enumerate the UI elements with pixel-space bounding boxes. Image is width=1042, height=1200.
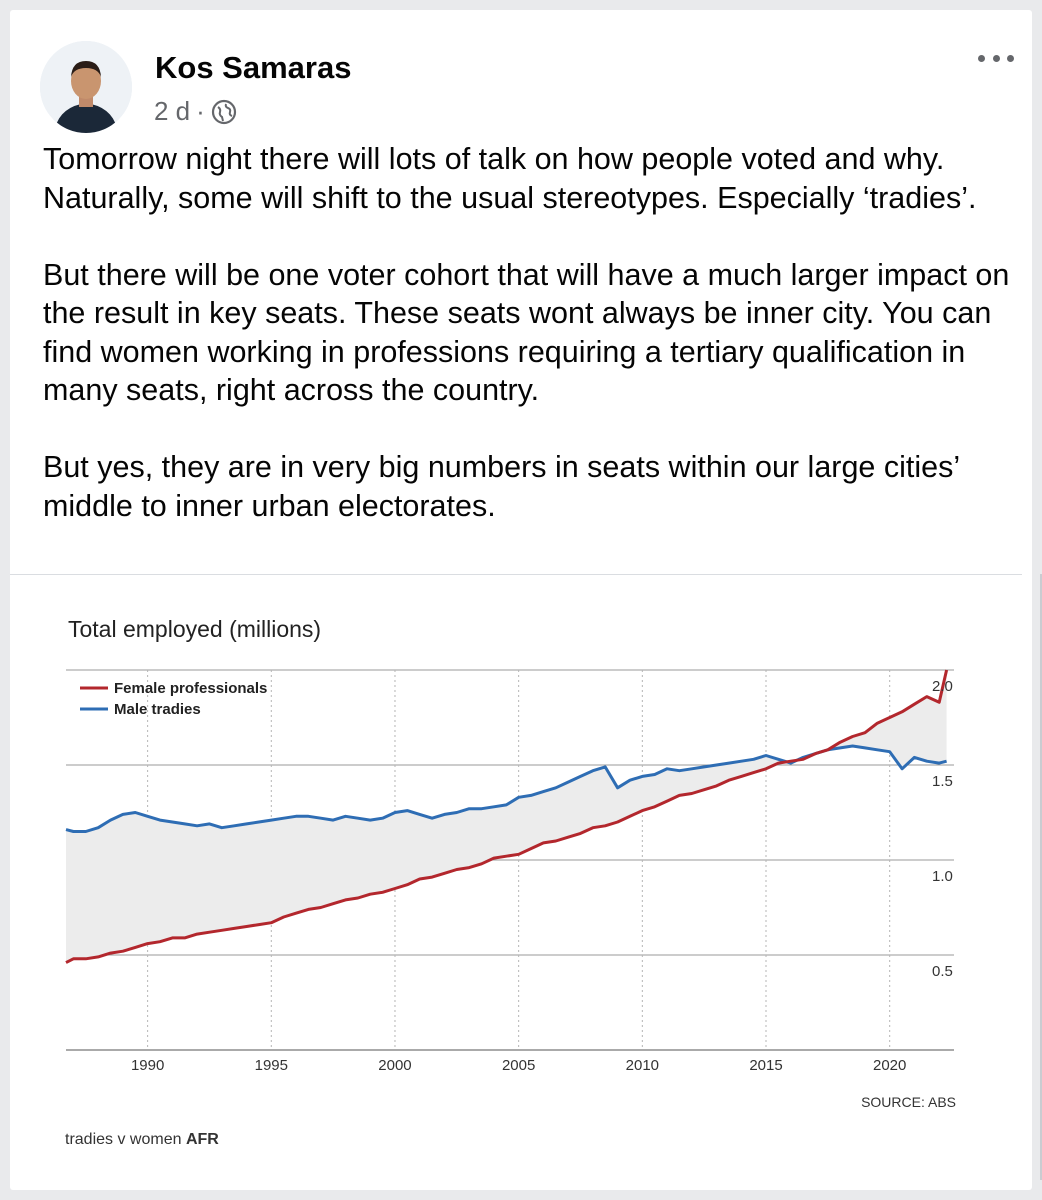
post-paragraph: But yes, they are in very big numbers in… — [43, 450, 959, 523]
post-meta: 2 d · — [154, 96, 237, 127]
x-tick-label: 2000 — [378, 1057, 411, 1074]
chart-caption-brand: AFR — [186, 1131, 219, 1148]
y-tick-label: 1.0 — [932, 868, 953, 885]
author-name[interactable]: Kos Samaras — [155, 50, 352, 85]
y-tick-label: 0.5 — [932, 963, 953, 980]
chart-legend: Female professionals Male tradies — [80, 680, 267, 718]
legend-label: Female professionals — [114, 680, 267, 697]
chart-caption: tradies v women AFR — [65, 1131, 219, 1148]
post-paragraph: But there will be one voter cohort that … — [43, 257, 1010, 408]
chart-title: Total employed (millions) — [68, 616, 321, 642]
chart-source: SOURCE: ABS — [861, 1094, 956, 1110]
x-tick-label: 2020 — [873, 1057, 906, 1074]
image-edge — [1040, 574, 1042, 1180]
series-line-male-tradies — [65, 744, 947, 833]
x-tick-label: 2005 — [502, 1057, 535, 1074]
y-tick-label: 2.0 — [932, 678, 953, 695]
x-tick-label: 2010 — [626, 1057, 659, 1074]
post-paragraph: Tomorrow night there will lots of talk o… — [43, 142, 977, 215]
post-time[interactable]: 2 d — [154, 96, 191, 126]
chart-caption-text: tradies v women — [65, 1131, 186, 1148]
meta-separator: · — [196, 96, 205, 126]
attached-chart-image[interactable]: Total employed (millions) Female profess… — [10, 574, 1022, 1181]
x-tick-label: 1995 — [255, 1057, 288, 1074]
y-tick-label: 1.5 — [932, 773, 953, 790]
post-body: Tomorrow night there will lots of talk o… — [43, 140, 1018, 564]
globe-icon — [211, 99, 237, 125]
x-tick-label: 2015 — [749, 1057, 782, 1074]
series-line-female-professionals — [65, 669, 949, 964]
legend-label: Male tradies — [114, 701, 201, 718]
avatar[interactable] — [40, 41, 132, 133]
x-tick-label: 1990 — [131, 1057, 164, 1074]
gap-area — [66, 670, 947, 963]
employment-chart: Total employed (millions) Female profess… — [65, 616, 956, 1148]
more-options-icon[interactable] — [978, 46, 1014, 70]
